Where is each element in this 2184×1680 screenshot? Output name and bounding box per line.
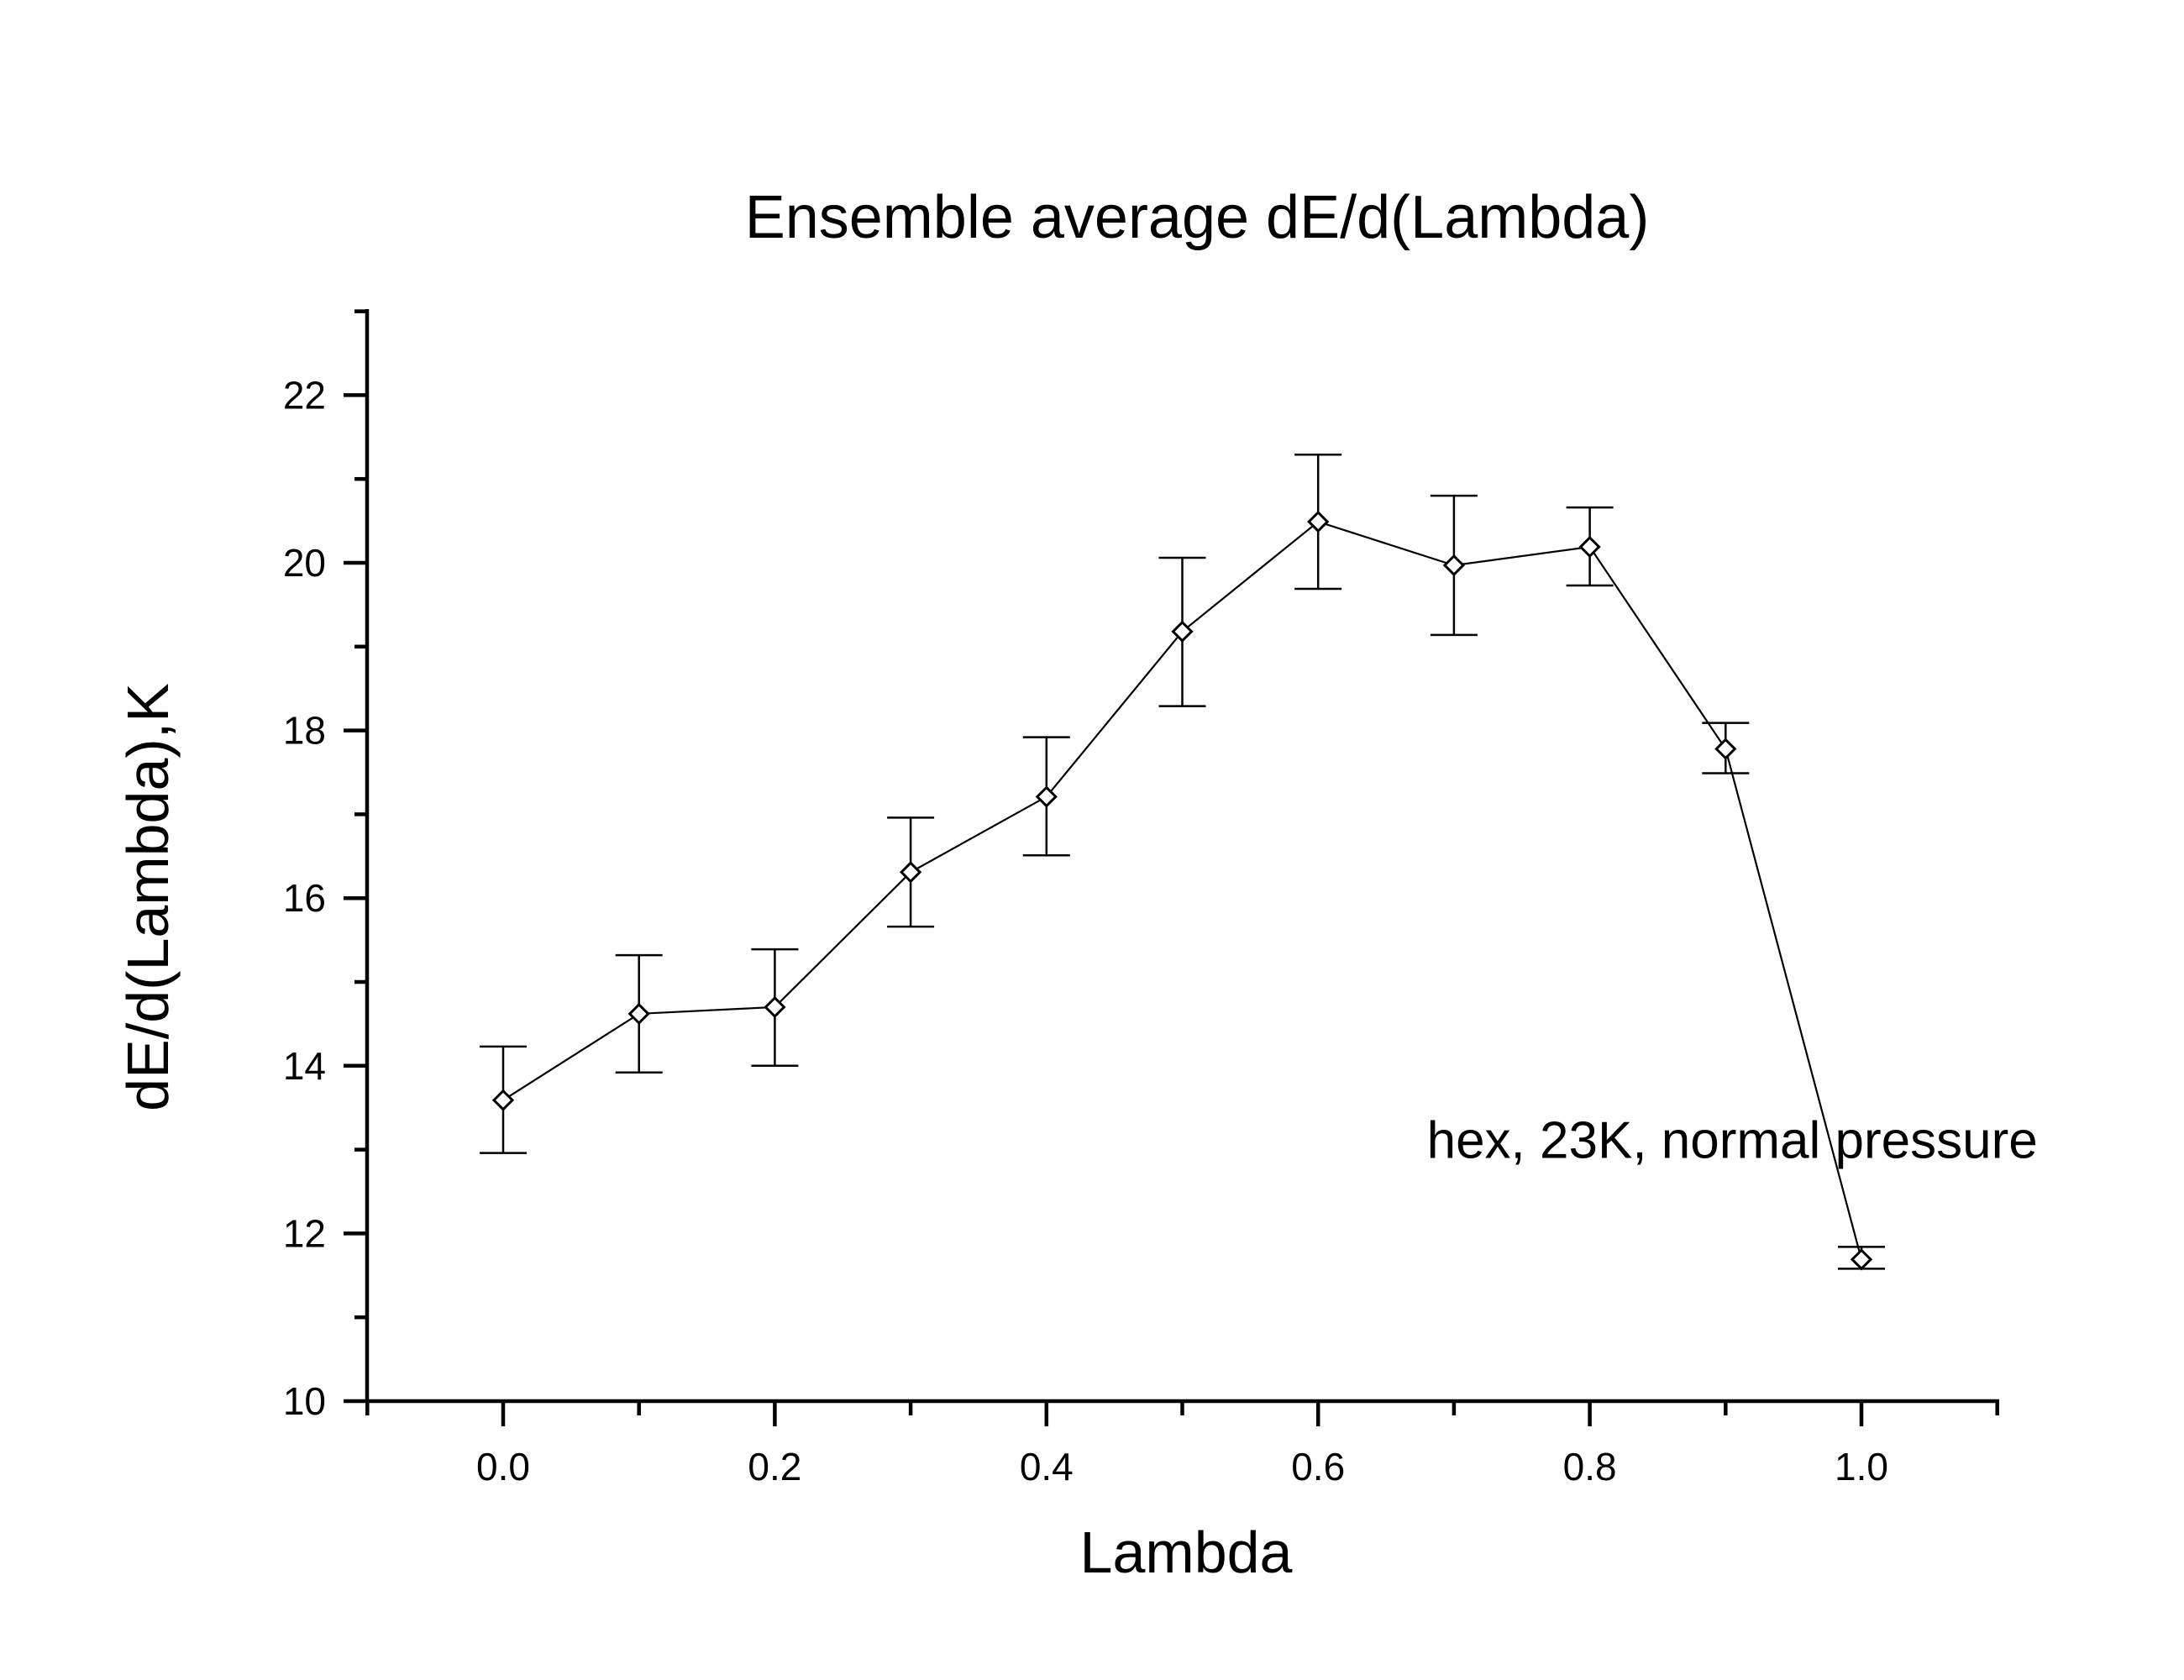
x-tick-label: 0.4 [1020,1445,1074,1488]
x-tick-label: 0.2 [748,1445,801,1488]
y-tick-label: 16 [283,876,326,920]
annotation-text: hex, 23K, normal pressure [1427,1112,2038,1170]
y-tick-label: 20 [283,541,326,585]
x-tick-label: 1.0 [1835,1445,1888,1488]
error-bars [480,454,1885,1270]
y-axis-label: dE/d(Lambda),K [115,683,181,1111]
data-point-marker [1850,1248,1873,1271]
data-point-marker [1035,785,1058,808]
error-bar [1022,736,1070,857]
error-bar [1430,494,1478,637]
error-bar [1566,506,1614,587]
data-point-marker [1442,554,1466,577]
chart-title: Ensemble average dE/d(Lambda) [745,184,1650,251]
error-bar [1294,454,1342,591]
x-tick-label: 0.8 [1563,1445,1617,1488]
markers [491,510,1873,1271]
y-tick-label: 12 [283,1211,326,1255]
x-axis-label: Lambda [1080,1520,1293,1585]
tick-labels: 0.0 0.2 0.4 0.6 0.8 1.0 10 12 14 16 18 20 22 [283,373,1888,1488]
error-bar [615,953,663,1074]
data-point-marker [1171,620,1194,643]
data-point-marker [627,1002,650,1026]
ticks [344,309,1999,1426]
data-point-marker [1578,535,1601,559]
error-bar [751,948,799,1068]
data-point-marker [1714,738,1737,760]
y-tick-label: 18 [283,709,326,753]
data-point-marker [764,995,786,1019]
y-tick-label: 10 [283,1379,326,1423]
error-bar [480,1045,527,1154]
error-bar [887,816,935,928]
error-bar [1702,722,1750,774]
data-point-marker [491,1089,515,1111]
x-tick-label: 0.6 [1291,1445,1345,1488]
x-tick-label: 0.0 [476,1445,530,1488]
error-bar [1158,556,1206,707]
data-point-marker [899,861,922,884]
y-tick-label: 14 [283,1044,326,1088]
y-tick-label: 22 [283,373,326,417]
data-point-marker [1307,510,1330,533]
